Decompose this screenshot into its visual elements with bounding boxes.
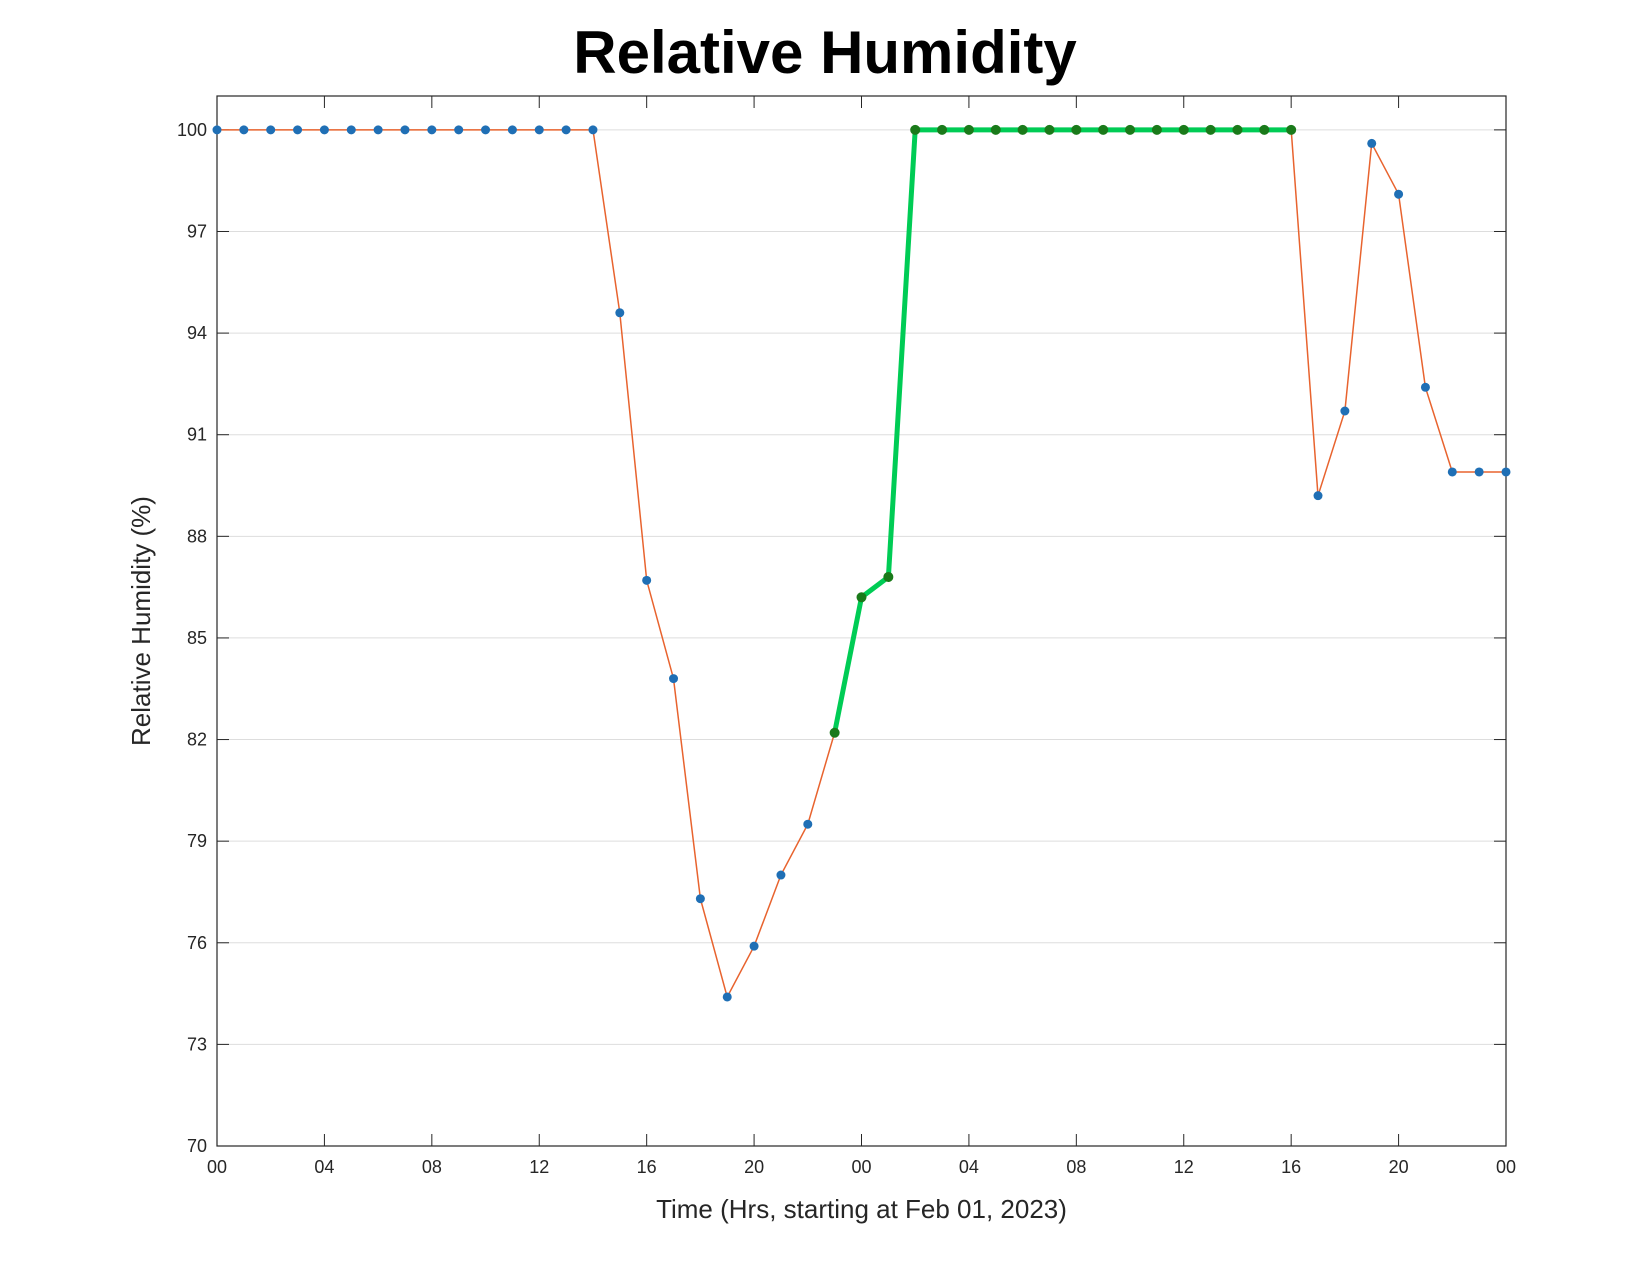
x-tick-label: 20 xyxy=(1389,1157,1409,1177)
y-tick-label: 97 xyxy=(187,221,207,241)
x-axis-label: Time (Hrs, starting at Feb 01, 2023) xyxy=(656,1194,1067,1224)
y-axis-label: Relative Humidity (%) xyxy=(126,496,156,746)
y-tick-label: 88 xyxy=(187,526,207,546)
data-point xyxy=(1420,382,1430,392)
data-point xyxy=(1044,124,1055,135)
y-tick-label: 94 xyxy=(187,323,207,343)
y-tick-label: 85 xyxy=(187,628,207,648)
data-point xyxy=(239,125,249,135)
data-point xyxy=(346,125,356,135)
x-tick-label: 12 xyxy=(529,1157,549,1177)
y-tick-label: 79 xyxy=(187,831,207,851)
data-point xyxy=(1205,124,1216,135)
data-point xyxy=(722,992,732,1002)
data-point xyxy=(669,674,679,684)
data-point xyxy=(1286,124,1297,135)
data-point xyxy=(803,819,813,829)
plot-frame xyxy=(216,95,1507,1147)
x-tick-label: 04 xyxy=(959,1157,979,1177)
x-tick-label: 16 xyxy=(637,1157,657,1177)
data-point xyxy=(1125,124,1136,135)
data-point xyxy=(481,125,491,135)
x-tick-label: 08 xyxy=(422,1157,442,1177)
data-point xyxy=(749,941,759,951)
data-point xyxy=(1501,467,1511,477)
data-point xyxy=(212,125,222,135)
data-point xyxy=(293,125,303,135)
data-point xyxy=(1367,138,1377,148)
data-point xyxy=(856,592,867,603)
x-tick-label: 04 xyxy=(314,1157,334,1177)
y-tick-label: 91 xyxy=(187,425,207,445)
data-point xyxy=(319,125,329,135)
data-point xyxy=(883,571,894,582)
data-point xyxy=(1232,124,1243,135)
data-point xyxy=(990,124,1001,135)
data-point xyxy=(776,870,786,880)
plot-background xyxy=(217,96,1506,1146)
x-tick-label: 16 xyxy=(1281,1157,1301,1177)
data-point xyxy=(615,308,625,318)
data-point xyxy=(507,125,517,135)
data-point xyxy=(1313,491,1323,501)
data-point xyxy=(373,125,383,135)
y-tick-label: 100 xyxy=(177,120,207,140)
data-point xyxy=(829,727,840,738)
data-point xyxy=(400,125,410,135)
y-tick-label: 82 xyxy=(187,730,207,750)
data-point xyxy=(266,125,276,135)
chart-title: Relative Humidity xyxy=(573,19,1077,86)
data-point xyxy=(1098,124,1109,135)
data-point xyxy=(534,125,544,135)
data-point xyxy=(937,124,948,135)
x-tick-label: 20 xyxy=(744,1157,764,1177)
data-point xyxy=(1259,124,1270,135)
series-markers xyxy=(212,124,1511,1002)
data-point xyxy=(1394,189,1404,199)
data-point xyxy=(963,124,974,135)
data-point xyxy=(1474,467,1484,477)
data-point xyxy=(1071,124,1082,135)
x-tick-label: 08 xyxy=(1066,1157,1086,1177)
x-tick-label: 00 xyxy=(207,1157,227,1177)
data-point xyxy=(588,125,598,135)
data-point xyxy=(1340,406,1350,416)
x-tick-label: 00 xyxy=(1496,1157,1516,1177)
data-point xyxy=(1178,124,1189,135)
y-tick-label: 70 xyxy=(187,1136,207,1156)
y-tick-label: 76 xyxy=(187,933,207,953)
data-point xyxy=(454,125,464,135)
data-point xyxy=(642,575,652,585)
data-point xyxy=(910,124,921,135)
axes: 70 73 76 79 82 85 88 91 94 97 100 00 04 08 12 16 20 00 04 0… xyxy=(177,95,1516,1177)
data-point xyxy=(427,125,437,135)
x-tick-label: 00 xyxy=(851,1157,871,1177)
data-point xyxy=(561,125,571,135)
x-tick-label: 12 xyxy=(1174,1157,1194,1177)
y-tick-label: 73 xyxy=(187,1034,207,1054)
data-point xyxy=(1151,124,1162,135)
data-point xyxy=(1447,467,1457,477)
data-point xyxy=(1017,124,1028,135)
data-point xyxy=(695,894,705,904)
